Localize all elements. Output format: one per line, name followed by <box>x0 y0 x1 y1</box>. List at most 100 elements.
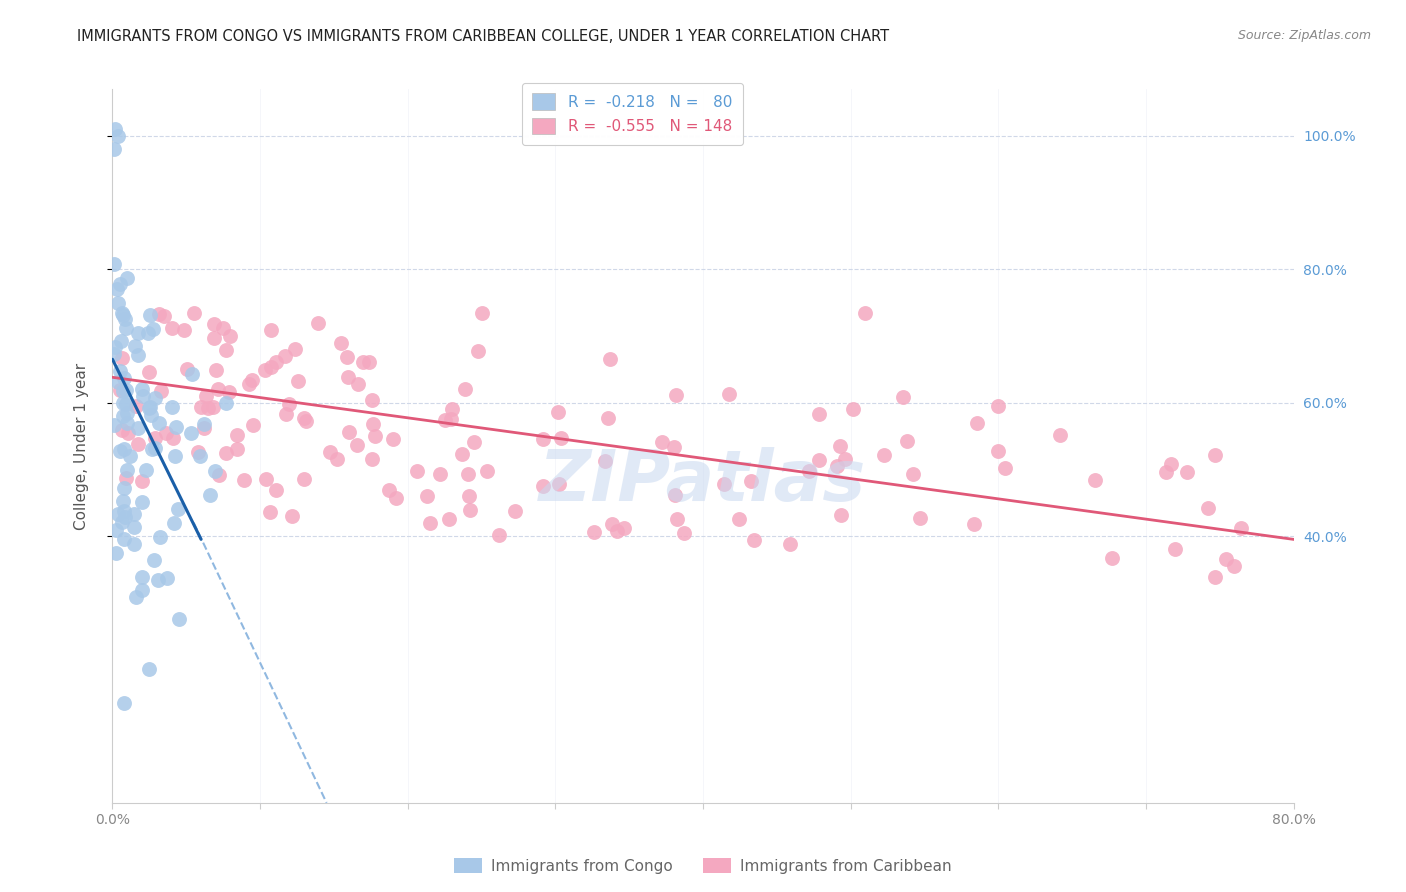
Point <box>994 461 1017 475</box>
Point <box>107 128 129 143</box>
Point <box>1175 466 1198 480</box>
Point <box>108 383 131 397</box>
Point <box>111 384 134 399</box>
Point <box>232 473 254 487</box>
Point <box>111 493 134 508</box>
Point <box>208 467 231 482</box>
Point <box>138 662 160 676</box>
Point <box>454 382 477 396</box>
Point <box>122 537 145 551</box>
Point <box>429 467 451 481</box>
Point <box>274 407 297 421</box>
Point <box>183 306 205 320</box>
Point <box>103 257 125 271</box>
Point <box>114 471 136 485</box>
Point <box>127 326 149 340</box>
Point <box>125 400 148 414</box>
Point <box>457 467 479 482</box>
Point <box>451 447 474 461</box>
Point <box>214 446 236 460</box>
Point <box>163 449 186 463</box>
Point <box>114 311 136 326</box>
Point <box>1049 427 1071 442</box>
Point <box>807 408 830 422</box>
Point <box>260 360 283 375</box>
Point <box>111 306 134 320</box>
Point <box>377 483 399 497</box>
Point <box>103 418 125 433</box>
Point <box>727 511 749 525</box>
Point <box>110 334 132 348</box>
Y-axis label: College, Under 1 year: College, Under 1 year <box>75 362 89 530</box>
Point <box>825 458 848 473</box>
Point <box>226 442 249 456</box>
Point <box>115 383 138 397</box>
Point <box>103 142 125 156</box>
Point <box>112 371 135 385</box>
Point <box>891 390 914 404</box>
Point <box>364 429 387 443</box>
Point <box>131 582 153 597</box>
Point <box>830 508 852 522</box>
Point <box>111 396 134 410</box>
Point <box>163 516 186 530</box>
Point <box>180 425 202 440</box>
Point <box>742 533 765 548</box>
Point <box>531 479 554 493</box>
Point <box>143 553 166 567</box>
Point <box>1154 465 1177 479</box>
Point <box>295 414 318 428</box>
Point <box>962 517 984 532</box>
Point <box>457 489 479 503</box>
Point <box>105 523 128 537</box>
Point <box>108 444 131 458</box>
Point <box>125 590 148 604</box>
Point <box>127 348 149 362</box>
Point <box>547 405 569 419</box>
Legend: R =  -0.218   N =   80, R =  -0.555   N = 148: R = -0.218 N = 80, R = -0.555 N = 148 <box>522 83 742 145</box>
Point <box>1204 448 1226 462</box>
Point <box>347 377 370 392</box>
Point <box>169 612 191 626</box>
Point <box>124 508 146 522</box>
Point <box>330 336 353 351</box>
Point <box>834 452 856 467</box>
Point <box>665 387 688 401</box>
Point <box>477 464 499 478</box>
Point <box>104 340 127 354</box>
Point <box>277 397 299 411</box>
Text: ZIPatlas: ZIPatlas <box>540 447 866 516</box>
Point <box>1164 542 1187 557</box>
Point <box>273 349 295 363</box>
Point <box>142 322 165 336</box>
Point <box>115 463 138 477</box>
Point <box>488 528 510 542</box>
Point <box>218 385 240 400</box>
Point <box>204 317 226 331</box>
Point <box>207 382 229 396</box>
Point <box>200 488 222 502</box>
Point <box>440 412 463 426</box>
Point <box>717 386 740 401</box>
Point <box>284 342 307 356</box>
Point <box>162 431 184 445</box>
Point <box>103 347 125 361</box>
Point <box>115 397 138 411</box>
Point <box>281 508 304 523</box>
Point <box>212 320 235 334</box>
Point <box>598 410 620 425</box>
Point <box>201 400 224 414</box>
Point <box>1215 552 1237 566</box>
Point <box>828 439 851 453</box>
Point <box>105 282 128 296</box>
Point <box>606 524 628 538</box>
Point <box>153 309 176 323</box>
Point <box>176 362 198 376</box>
Point <box>672 526 695 541</box>
Point <box>139 408 162 422</box>
Point <box>112 481 135 495</box>
Point <box>855 305 877 319</box>
Point <box>901 467 924 481</box>
Point <box>966 416 988 430</box>
Point <box>873 448 896 462</box>
